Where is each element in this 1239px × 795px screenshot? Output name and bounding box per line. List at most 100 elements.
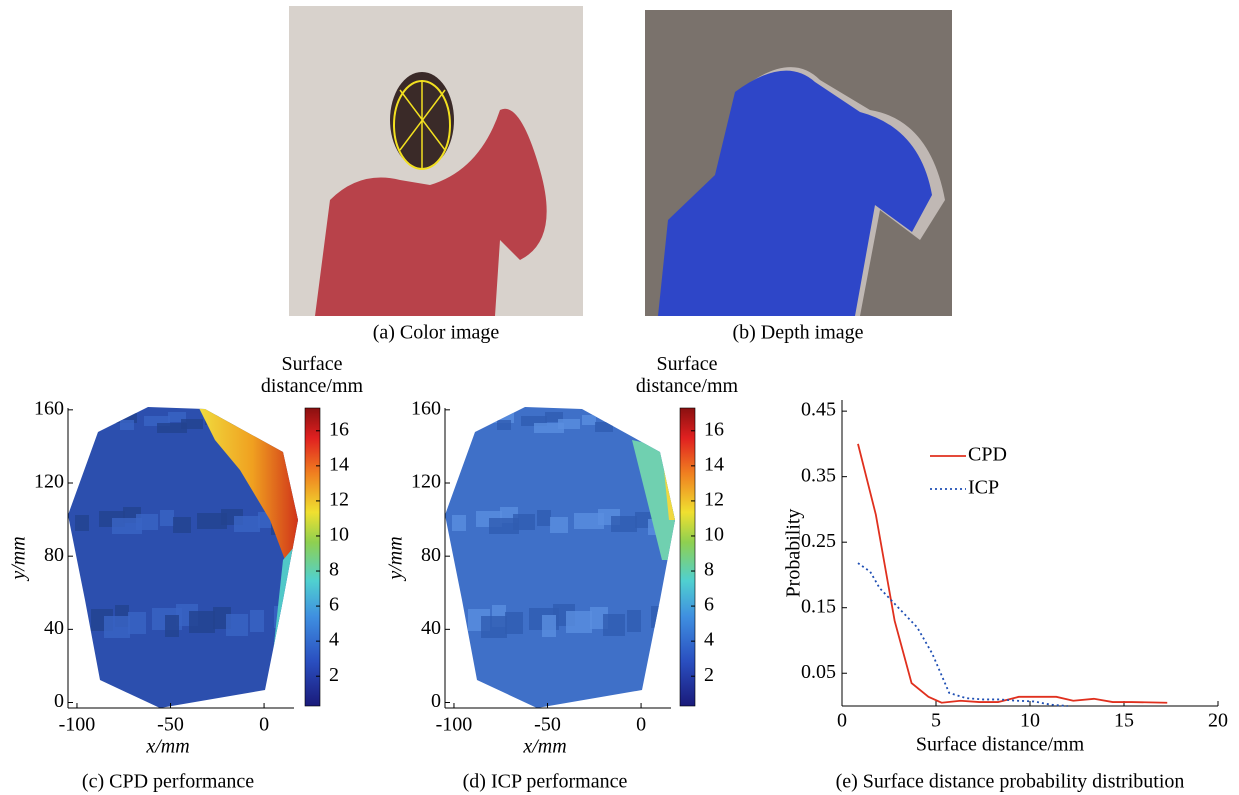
colorbar-tick-label: 12 bbox=[329, 488, 349, 510]
colorbar-tick-label: 4 bbox=[329, 629, 339, 651]
surface-map bbox=[445, 407, 675, 708]
surface-patch bbox=[226, 614, 248, 636]
surface-patch bbox=[611, 516, 637, 532]
surface-patch bbox=[173, 517, 191, 533]
y-tick-label: 0 bbox=[54, 690, 64, 712]
x-tick-label: -50 bbox=[157, 714, 184, 736]
surface-patch bbox=[643, 414, 665, 424]
y-tick-label: 0.35 bbox=[801, 464, 836, 486]
surface-patch bbox=[234, 516, 260, 532]
surface-patch bbox=[160, 510, 174, 526]
surface-patch bbox=[452, 515, 466, 531]
x-axis-label: x/mm bbox=[522, 736, 566, 758]
surface-patch bbox=[181, 419, 203, 429]
series-line bbox=[857, 562, 1068, 707]
surface-patch bbox=[229, 411, 255, 421]
surface-patch bbox=[168, 412, 186, 422]
colorbar-tick-label: 8 bbox=[704, 559, 714, 581]
surface-patch bbox=[242, 418, 272, 428]
surface-patch bbox=[144, 416, 170, 426]
surface-patch bbox=[70, 410, 84, 420]
panel-caption: (d) ICP performance bbox=[463, 771, 628, 793]
surface-patch bbox=[627, 610, 641, 632]
series-line bbox=[857, 443, 1168, 704]
y-tick-label: 80 bbox=[44, 544, 64, 566]
x-tick-label: 0 bbox=[636, 714, 646, 736]
surface-patch bbox=[489, 518, 519, 534]
x-axis-label: x/mm bbox=[145, 736, 189, 758]
colorbar-tick-label: 12 bbox=[704, 488, 724, 510]
y-tick-label: 160 bbox=[34, 397, 64, 419]
surface-patch bbox=[497, 420, 511, 430]
surface-patch bbox=[651, 606, 675, 628]
panel-caption: (e) Surface distance probability distrib… bbox=[836, 771, 1185, 793]
y-tick-label: 80 bbox=[421, 544, 441, 566]
x-tick-label: 5 bbox=[931, 710, 941, 732]
x-tick-label: 15 bbox=[1114, 710, 1134, 732]
colorbar-tick-label: 2 bbox=[704, 664, 714, 686]
y-tick-label: 40 bbox=[421, 617, 441, 639]
surface-patch bbox=[197, 513, 227, 529]
surface-patch bbox=[447, 410, 461, 420]
y-tick-label: 120 bbox=[411, 471, 441, 493]
surface-patch bbox=[120, 420, 134, 430]
x-tick-label: 0 bbox=[837, 710, 847, 732]
surface-patch bbox=[545, 412, 563, 422]
surface-patch bbox=[606, 411, 632, 421]
y-tick-label: 40 bbox=[44, 617, 64, 639]
colorbar-tick-label: 14 bbox=[704, 453, 724, 475]
colorbar-tick-label: 6 bbox=[704, 594, 714, 616]
x-tick-label: -100 bbox=[436, 714, 473, 736]
colorbar-label: Surface distance/mm bbox=[260, 353, 364, 397]
x-tick-label: 0 bbox=[259, 714, 269, 736]
x-axis-label: Surface distance/mm bbox=[916, 734, 1085, 756]
colorbar-tick-label: 16 bbox=[329, 418, 349, 440]
surface-patch bbox=[460, 417, 478, 427]
surface-patch bbox=[189, 611, 215, 633]
panel-caption: (a) Color image bbox=[373, 322, 500, 344]
surface-patch bbox=[574, 513, 604, 529]
legend-label: CPD bbox=[968, 444, 1007, 466]
surface-patch bbox=[537, 510, 551, 526]
surface-patch bbox=[656, 421, 675, 431]
surface-patch bbox=[279, 421, 298, 431]
y-tick-label: 0.05 bbox=[801, 661, 836, 683]
surface-patch bbox=[128, 612, 146, 634]
surface-patch bbox=[603, 614, 625, 636]
x-tick-label: -50 bbox=[534, 714, 561, 736]
surface-patch bbox=[83, 417, 101, 427]
surface-patch bbox=[104, 616, 130, 638]
legend-label: ICP bbox=[968, 477, 999, 499]
surface-patch bbox=[266, 414, 288, 424]
colorbar-tick-label: 2 bbox=[329, 664, 339, 686]
colorbar-tick-label: 10 bbox=[329, 524, 349, 546]
color-image bbox=[289, 6, 583, 316]
y-axis-label: y/mm bbox=[385, 536, 407, 581]
colorbar bbox=[679, 407, 696, 707]
surface-patch bbox=[550, 517, 568, 533]
surface-map bbox=[68, 407, 298, 708]
surface-patch bbox=[542, 615, 556, 637]
y-tick-label: 0.25 bbox=[801, 530, 836, 552]
panel-caption: (b) Depth image bbox=[732, 322, 863, 344]
surface-patch bbox=[157, 423, 187, 433]
x-tick-label: -100 bbox=[59, 714, 96, 736]
colorbar bbox=[304, 407, 321, 707]
colorbar-tick-label: 4 bbox=[704, 629, 714, 651]
surface-patch bbox=[505, 612, 523, 634]
colorbar-tick-label: 6 bbox=[329, 594, 339, 616]
y-axis-label: Probability bbox=[783, 509, 805, 598]
surface-patch bbox=[521, 416, 547, 426]
surface-patch bbox=[582, 415, 596, 425]
surface-patch bbox=[595, 422, 613, 432]
surface-patch bbox=[619, 418, 649, 428]
x-tick-label: 10 bbox=[1020, 710, 1040, 732]
y-axis-label: y/mm bbox=[8, 536, 30, 581]
y-tick-label: 120 bbox=[34, 471, 64, 493]
panel-caption: (c) CPD performance bbox=[82, 771, 254, 793]
x-tick-label: 20 bbox=[1208, 710, 1228, 732]
surface-patch bbox=[250, 610, 264, 632]
surface-patch bbox=[75, 515, 89, 531]
colorbar-label: Surface distance/mm bbox=[635, 353, 739, 397]
